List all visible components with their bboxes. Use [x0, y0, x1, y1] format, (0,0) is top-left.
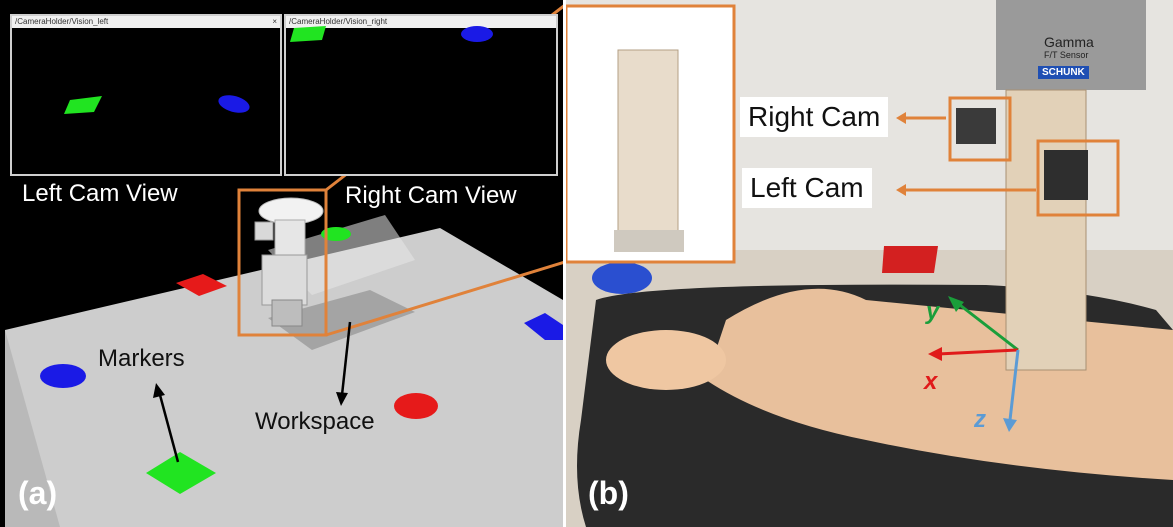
right-cam-view-label: Right Cam View — [345, 182, 517, 209]
panel-a-tag: (a) — [18, 475, 58, 511]
right-camera-window[interactable]: /CameraHolder/Vision_right — [284, 14, 558, 176]
workspace-arrow — [340, 321, 352, 396]
markers-arrowhead — [153, 383, 165, 398]
x-axis-line — [937, 348, 1019, 356]
left-cam-arrowhead — [896, 184, 906, 196]
simulation-panel: /CameraHolder/Vision_left × /CameraHolde… — [0, 0, 563, 527]
z-axis-line — [1008, 349, 1020, 421]
inset-highlight-box — [566, 4, 736, 264]
marker-green-square — [146, 452, 216, 494]
y-axis-line — [955, 300, 1019, 352]
y-axis-label: y — [926, 298, 940, 325]
left-camera-body — [1044, 150, 1088, 200]
right-cam-highlight — [948, 96, 1012, 162]
marker-green-far — [321, 227, 351, 241]
robot-highlight-box — [237, 188, 328, 337]
right-cam-arrowhead — [896, 112, 906, 124]
y-axis-arrowhead — [948, 296, 964, 312]
camera-holder — [1005, 89, 1087, 371]
floor-edge — [5, 330, 60, 527]
workspace-label: Workspace — [255, 408, 375, 435]
inset-base — [614, 230, 684, 252]
left-camera-title: /CameraHolder/Vision_left — [12, 16, 280, 28]
left-camera-window[interactable]: /CameraHolder/Vision_left × — [10, 14, 282, 176]
right-camera-title: /CameraHolder/Vision_right — [286, 16, 556, 28]
left-cam-callout: Left Cam — [742, 168, 872, 208]
workspace-floor — [5, 228, 563, 527]
inset-holder — [617, 49, 679, 241]
right-cam-callout: Right Cam — [740, 97, 889, 137]
z-axis-label: z — [974, 406, 986, 433]
blue-marker — [592, 262, 652, 294]
simulation-scene — [5, 4, 563, 527]
sensor-brand-text: Gamma — [1044, 34, 1094, 50]
x-axis-label: x — [924, 368, 938, 395]
marker-blue-right — [524, 313, 563, 340]
callout-line-bottom — [325, 261, 563, 337]
z-axis-arrowhead — [1003, 418, 1017, 432]
hand-phantom — [606, 330, 726, 390]
left-cam-highlight — [1036, 139, 1120, 217]
close-icon[interactable]: × — [272, 17, 277, 26]
photo-panel: Gamma F/T Sensor SCHUNK Right Cam Left C… — [566, 0, 1173, 527]
sensor-sub-text: F/T Sensor — [1044, 50, 1089, 60]
schunk-badge: SCHUNK — [1038, 66, 1089, 79]
right-camera-body — [956, 108, 996, 144]
left-camera-feed — [64, 95, 250, 114]
x-axis-arrowhead — [928, 347, 942, 361]
markers-arrow — [158, 394, 180, 463]
red-marker — [882, 246, 938, 273]
left-cam-view-label: Left Cam View — [22, 180, 178, 207]
robot-arm — [254, 197, 324, 327]
right-camera-feed — [290, 26, 493, 42]
panel-b-tag: (b) — [588, 475, 629, 511]
marker-red-ellipse — [394, 393, 438, 419]
markers-label: Markers — [98, 345, 185, 372]
marker-blue-ellipse — [40, 364, 86, 388]
marker-red-left — [176, 274, 227, 296]
workspace-arrowhead — [336, 392, 348, 406]
photo-scene — [566, 0, 1173, 527]
